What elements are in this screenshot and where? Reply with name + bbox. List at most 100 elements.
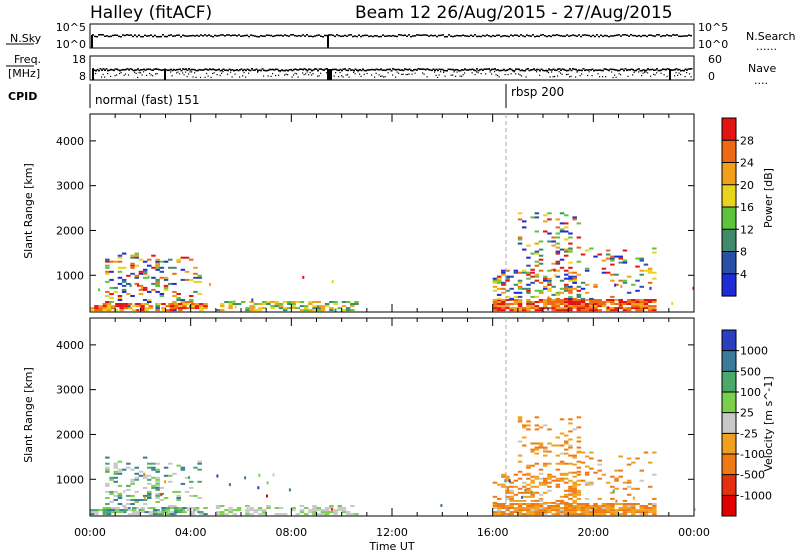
freq-point [384, 69, 387, 72]
range-gate-cell [538, 269, 544, 272]
nave-point [536, 71, 538, 73]
freq-point [114, 68, 117, 70]
range-gate-cell [652, 511, 657, 514]
range-gate-cell [509, 307, 514, 310]
range-gate-cell [121, 266, 127, 269]
range-gate-cell [126, 274, 131, 277]
range-gate-cell [559, 503, 565, 505]
nsky-point [152, 35, 154, 38]
nave-point [387, 72, 389, 74]
nave-point [456, 71, 458, 73]
freq-point [486, 68, 489, 70]
range-gate-cell [155, 494, 160, 497]
station-title: Halley (fitACF) [90, 3, 212, 23]
freq-point [222, 68, 225, 70]
range-gate-cell [618, 299, 623, 301]
range-gate-cell [526, 301, 531, 303]
nave-point [632, 74, 634, 76]
nsky-point [260, 35, 262, 37]
range-gate-cell [492, 285, 498, 288]
range-gate-cell [584, 507, 590, 509]
colorbar-tick-label: 28 [740, 134, 754, 147]
range-gate-cell [522, 287, 527, 290]
range-gate-cell [568, 418, 573, 421]
range-gate-cell [543, 301, 548, 303]
range-gate-cell [614, 255, 619, 258]
range-gate-cell [496, 301, 502, 303]
range-gate-cell [576, 493, 582, 496]
range-gate-cell [564, 434, 569, 437]
freq-point [302, 69, 304, 71]
nave-point [177, 71, 179, 73]
range-gate-cell [169, 305, 175, 308]
range-gate-cell [530, 448, 535, 451]
nave-point [137, 76, 139, 79]
freq-point [173, 68, 175, 71]
nsky-point [524, 35, 526, 38]
freq-point [438, 68, 441, 70]
nave-point [125, 73, 127, 75]
range-gate-cell [109, 293, 114, 295]
range-gate-cell [505, 477, 510, 480]
range-gate-cell [105, 466, 110, 469]
range-gate-cell [505, 485, 510, 488]
nsky-point [442, 34, 444, 36]
freq-point [615, 69, 618, 71]
nsky-point [668, 34, 670, 37]
freq-point [462, 69, 465, 71]
range-gate-cell [580, 305, 586, 308]
range-gate-cell [121, 278, 127, 281]
range-gate-cell [215, 513, 221, 516]
range-gate-cell [568, 307, 573, 310]
freq-point [317, 69, 319, 72]
range-gate-cell [180, 509, 186, 512]
range-gate-cell [632, 496, 635, 500]
range-gate-cell [134, 472, 139, 475]
range-gate-cell [282, 513, 288, 516]
y-tick-label: 3000 [56, 384, 84, 397]
nsky-point [120, 36, 122, 38]
range-gate-cell [559, 472, 565, 475]
nsky-point [336, 34, 338, 36]
nsky-point [476, 35, 478, 38]
range-gate-cell [161, 307, 166, 310]
range-gate-cell [626, 509, 632, 512]
range-gate-cell [220, 303, 225, 305]
nave-point [521, 75, 523, 77]
range-gate-cell [647, 269, 653, 272]
range-gate-cell [605, 301, 611, 303]
freq-point [368, 69, 370, 71]
range-gate-cell [90, 307, 95, 310]
range-gate-cell [509, 499, 514, 502]
nsky-point [584, 34, 586, 36]
freq-point [623, 69, 625, 72]
range-gate-cell [647, 267, 653, 270]
freq-point [216, 69, 219, 71]
range-gate-cell [492, 505, 498, 507]
nsky-point [322, 36, 324, 38]
freq-point [245, 69, 247, 72]
freq-point [632, 68, 634, 71]
freq-point [143, 68, 145, 70]
range-gate-cell [605, 505, 611, 507]
range-gate-cell [131, 507, 137, 509]
nsky-point [564, 35, 566, 37]
freq-point [219, 69, 222, 72]
range-gate-cell [193, 290, 198, 293]
velocity-y-axis-label: Slant Range [km] [22, 367, 35, 463]
range-gate-cell [543, 220, 548, 223]
range-gate-cell [517, 416, 523, 419]
range-gate-cell [652, 305, 657, 308]
freq-tick-top-left: 18 [72, 53, 86, 66]
range-gate-cell [194, 305, 200, 308]
nsky-point [548, 35, 550, 37]
range-gate-cell [593, 283, 598, 286]
range-gate-cell [148, 307, 154, 310]
range-gate-cell [257, 509, 263, 512]
range-gate-cell [126, 488, 131, 491]
freq-point [357, 69, 360, 72]
range-gate-cell [597, 509, 602, 512]
range-gate-cell [643, 301, 649, 303]
range-gate-cell [299, 301, 305, 303]
range-gate-cell [140, 309, 145, 312]
